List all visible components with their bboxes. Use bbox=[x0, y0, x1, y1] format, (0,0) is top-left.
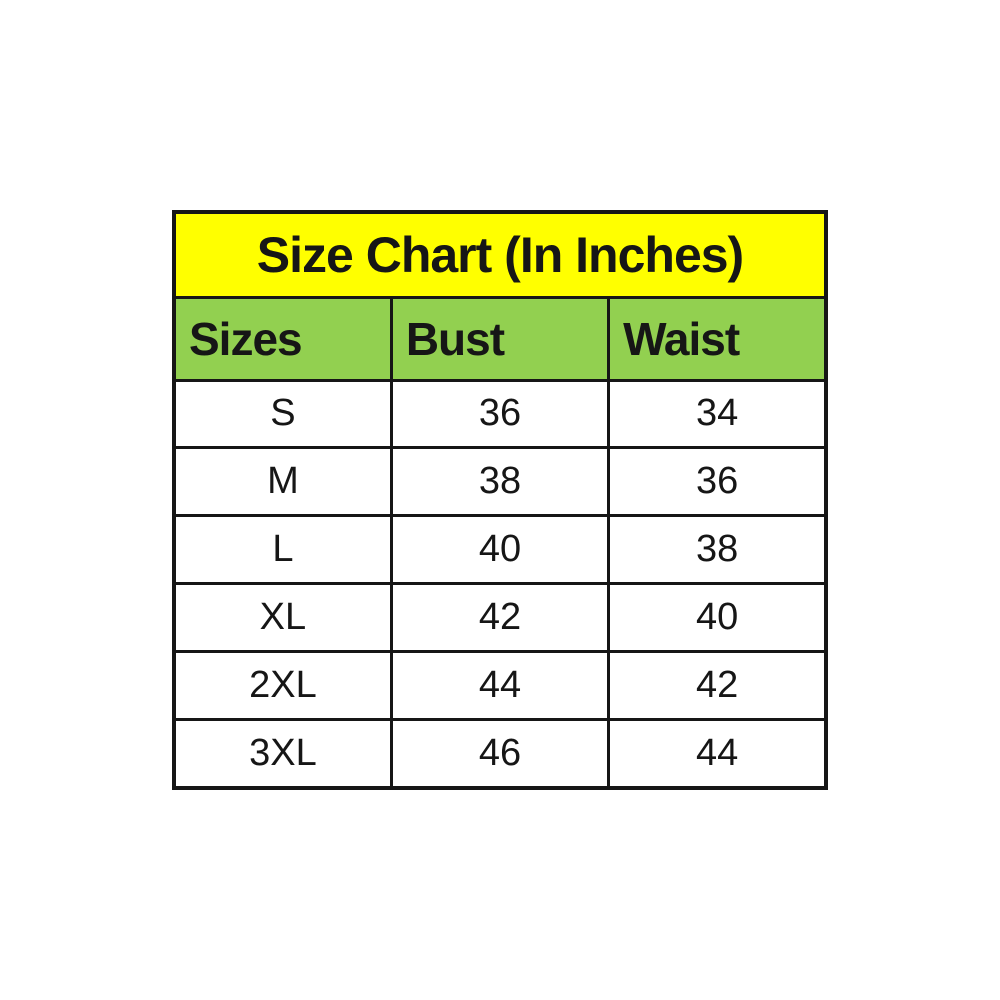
bust-cell: 42 bbox=[389, 582, 611, 653]
table-row-2xl: 2XL 44 42 bbox=[172, 650, 828, 721]
size-cell: XL bbox=[172, 582, 393, 653]
size-cell: L bbox=[172, 514, 393, 586]
table-row-s: S 36 34 bbox=[172, 378, 828, 450]
bust-cell: 44 bbox=[389, 650, 611, 721]
column-header-bust: Bust bbox=[389, 295, 611, 382]
size-cell: S bbox=[172, 378, 393, 450]
table-row-m: M 38 36 bbox=[172, 446, 828, 518]
title-row: Size Chart (In Inches) bbox=[172, 210, 828, 299]
waist-cell: 42 bbox=[607, 650, 828, 721]
waist-cell: 38 bbox=[607, 514, 828, 586]
size-cell: M bbox=[172, 446, 393, 518]
waist-cell: 40 bbox=[607, 582, 828, 653]
size-chart-table: Size Chart (In Inches) Sizes Bust Waist … bbox=[172, 210, 828, 790]
size-cell: 2XL bbox=[172, 650, 393, 721]
column-header-waist: Waist bbox=[607, 295, 828, 382]
table-row-3xl: 3XL 46 44 bbox=[172, 717, 828, 790]
bust-cell: 36 bbox=[389, 378, 611, 450]
bust-cell: 40 bbox=[389, 514, 611, 586]
table-row-l: L 40 38 bbox=[172, 514, 828, 586]
waist-cell: 34 bbox=[607, 378, 828, 450]
column-header-sizes: Sizes bbox=[172, 295, 393, 382]
waist-cell: 36 bbox=[607, 446, 828, 518]
bust-cell: 46 bbox=[389, 717, 611, 790]
column-header-row: Sizes Bust Waist bbox=[172, 295, 828, 382]
bust-cell: 38 bbox=[389, 446, 611, 518]
table-row-xl: XL 42 40 bbox=[172, 582, 828, 653]
size-chart-title: Size Chart (In Inches) bbox=[172, 210, 828, 299]
size-cell: 3XL bbox=[172, 717, 393, 790]
waist-cell: 44 bbox=[607, 717, 828, 790]
